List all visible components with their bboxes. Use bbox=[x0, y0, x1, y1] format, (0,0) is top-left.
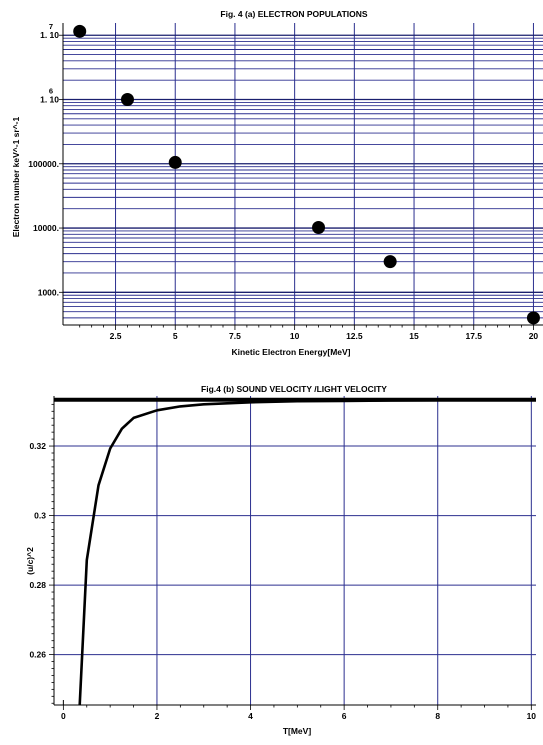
chart-a-x-tick-label: 10 bbox=[290, 331, 300, 341]
chart-b-x-tick-label: 2 bbox=[155, 711, 160, 721]
chart-a-data-point bbox=[383, 255, 397, 269]
chart-a-x-tick-label: 7.5 bbox=[229, 331, 241, 341]
chart-a-data-point bbox=[120, 93, 134, 107]
chart-b-sound-velocity: Fig.4 (b) SOUND VELOCITY /LIGHT VELOCITY… bbox=[25, 384, 536, 736]
chart-a-axes bbox=[62, 23, 543, 330]
chart-a-y-tick-label: 1000. bbox=[38, 287, 59, 297]
chart-a-x-tick-label: 2.5 bbox=[110, 331, 122, 341]
chart-b-y-tick-label: 0.3 bbox=[34, 511, 46, 521]
chart-a-x-tick-label: 17.5 bbox=[465, 331, 482, 341]
chart-b-y-tick-label: 0.32 bbox=[29, 441, 46, 451]
chart-a-x-axis-label: Kinetic Electron Energy[MeV] bbox=[231, 347, 350, 357]
chart-b-x-tick-label: 4 bbox=[248, 711, 253, 721]
chart-b-y-ticks: 0.26 0.28 0.3 0.32 bbox=[29, 441, 46, 660]
chart-a-x-tick-label: 12.5 bbox=[346, 331, 363, 341]
chart-a-x-tick-label: 20 bbox=[529, 331, 539, 341]
chart-b-x-tick-label: 0 bbox=[61, 711, 66, 721]
chart-b-x-axis-label: T[MeV] bbox=[283, 726, 312, 736]
chart-a-electron-populations: Fig. 4 (a) ELECTRON POPULATIONS 2.5 5 7.5 1… bbox=[11, 9, 543, 357]
chart-b-series bbox=[54, 397, 536, 706]
chart-a-title: Fig. 4 (a) ELECTRON POPULATIONS bbox=[220, 9, 368, 19]
chart-b-axes bbox=[49, 396, 536, 710]
chart-a-grid bbox=[63, 23, 543, 325]
chart-a-y-tick-exponent: 6 bbox=[49, 87, 53, 96]
chart-b-x-tick-label: 8 bbox=[435, 711, 440, 721]
chart-a-y-tick-label: 1. 10 bbox=[40, 30, 59, 40]
chart-b-x-tick-label: 10 bbox=[527, 711, 537, 721]
chart-a-x-ticks: 2.5 5 7.5 10 12.5 15 17.5 20 bbox=[110, 331, 539, 341]
chart-b-y-axis-label: (u/c)^2 bbox=[25, 547, 35, 575]
chart-b-x-ticks: 0 2 4 6 8 10 bbox=[61, 711, 536, 721]
chart-a-data-point bbox=[168, 155, 182, 169]
chart-a-data-point bbox=[526, 311, 540, 325]
chart-b-y-tick-label: 0.26 bbox=[29, 650, 46, 660]
chart-b-grid bbox=[54, 396, 536, 705]
chart-b-title: Fig.4 (b) SOUND VELOCITY /LIGHT VELOCITY bbox=[201, 384, 387, 394]
chart-a-y-tick-label: 100000. bbox=[28, 159, 59, 169]
chart-a-y-axis-label: Electron number keV^-1 sr^-1 bbox=[11, 116, 21, 237]
chart-b-y-tick-label: 0.28 bbox=[29, 580, 46, 590]
chart-a-data-points bbox=[73, 24, 540, 325]
chart-a-x-tick-label: 15 bbox=[409, 331, 419, 341]
chart-a-data-point bbox=[73, 24, 87, 38]
chart-a-y-tick-label: 1. 10 bbox=[40, 95, 59, 105]
chart-a-y-tick-label: 10000. bbox=[33, 223, 59, 233]
chart-a-y-tick-exponent: 7 bbox=[49, 22, 53, 31]
chart-a-data-point bbox=[312, 220, 326, 234]
chart-b-x-tick-label: 6 bbox=[342, 711, 347, 721]
chart-a-x-tick-label: 5 bbox=[173, 331, 178, 341]
